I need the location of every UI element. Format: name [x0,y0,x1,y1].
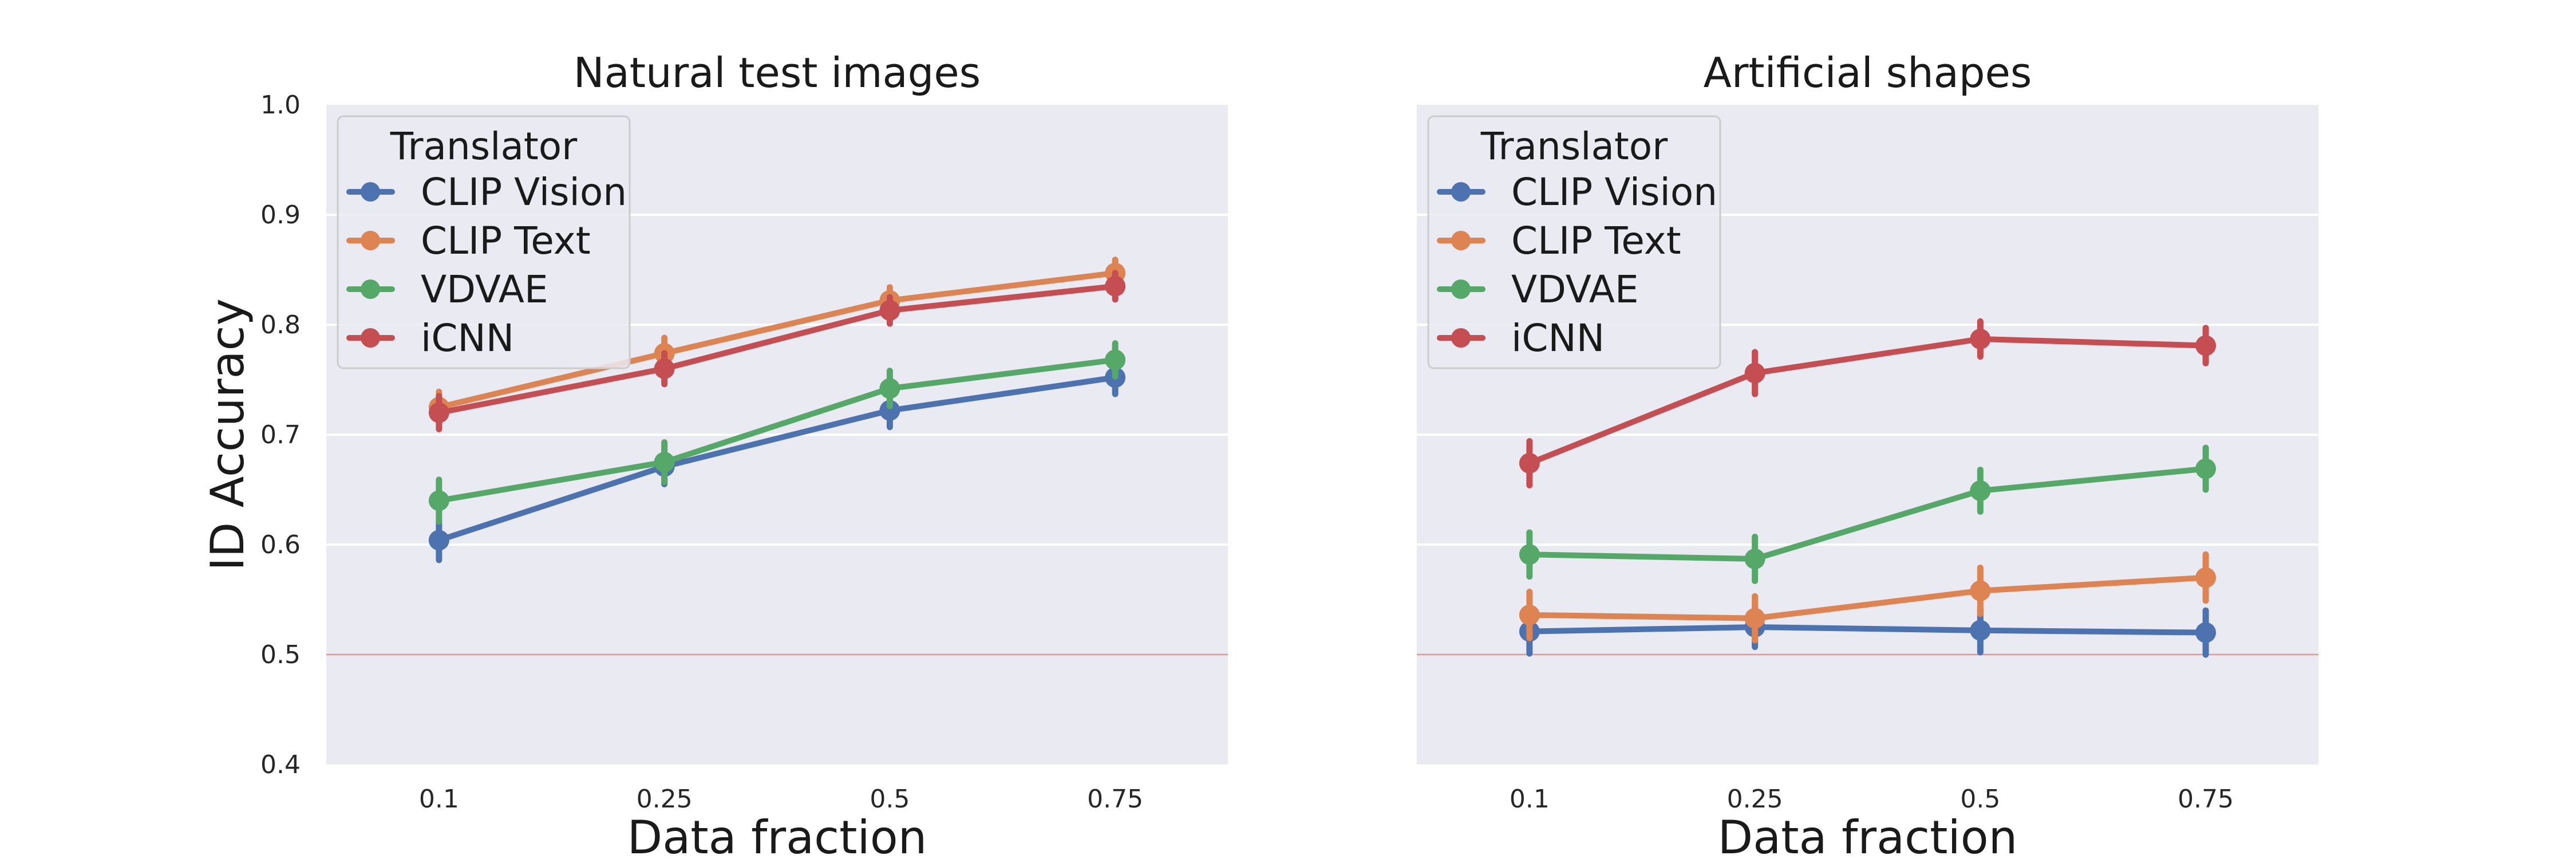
legend-label: iCNN [421,316,514,360]
x-tick-label: 0.1 [1510,785,1550,814]
x-axis-label: Data fraction [627,811,927,859]
data-point [879,400,900,421]
y-tick-label: 0.6 [260,530,301,559]
data-point [1519,544,1540,565]
data-point [428,530,449,551]
data-point [1744,548,1765,569]
series-line [1526,466,2209,562]
y-tick-label: 1.0 [260,90,301,120]
legend-label: CLIP Vision [1511,170,1717,214]
x-tick-label: 0.5 [1960,785,2000,814]
y-tick-label: 0.5 [260,640,301,669]
data-point [2195,458,2217,479]
y-tick-label: 0.4 [260,750,301,779]
series-vdvae [428,340,1126,525]
chart-title: Artificial shapes [1704,49,2032,97]
data-point [1105,275,1126,297]
data-point [2195,335,2217,356]
x-tick-label: 0.75 [1087,785,1143,814]
legend-label: CLIP Text [1511,219,1681,263]
series-icnn [428,270,1126,432]
y-axis-label: ID Accuracy [201,298,254,571]
data-point [2195,622,2217,643]
data-point [1970,328,1991,349]
legend-swatch-marker [361,182,380,202]
x-tick-label: 0.5 [870,785,910,814]
data-point [879,300,900,321]
y-tick-label: 0.9 [260,200,301,230]
series-line [436,375,1119,543]
legend-swatch-marker [1451,279,1471,299]
legend-swatch-marker [361,231,380,250]
x-tick-label: 0.1 [419,785,459,814]
legend-title: Translator [390,124,578,168]
data-point [654,452,675,472]
data-point [428,490,449,511]
legend-title: Translator [1480,124,1668,168]
y-tick-label: 0.8 [260,310,301,340]
legend-box [1427,115,1721,369]
data-point [1744,362,1765,384]
series-line [436,357,1119,504]
series-icnn [1519,318,2217,488]
series-line [436,283,1119,416]
legend-swatch-marker [361,279,380,299]
series-clip-text [1519,551,2217,644]
legend-swatch-marker [1451,231,1471,250]
x-axis-label: Data fraction [1718,811,2018,859]
data-point [1105,349,1126,371]
chart-artificial-shapes: Artificial shapes 0.1 0.25 0.5 0.75 Data frac… [1417,49,2318,859]
legend-box [337,115,631,369]
legend-swatch-marker [361,328,380,348]
data-point [1970,620,1991,641]
y-tick-label: 0.7 [260,420,301,450]
series-vdvae [1519,444,2217,584]
legend-swatch-marker [1451,328,1471,348]
x-tick-label: 0.25 [637,785,693,814]
series-line [1526,574,2209,621]
data-point [1970,580,1991,601]
legend-swatch-marker [1451,182,1471,202]
legend-label: VDVAE [1511,267,1639,312]
data-point [879,378,900,399]
legend-label: VDVAE [421,267,548,312]
chart-title: Natural test images [574,49,981,97]
data-point [654,358,675,379]
data-point [1970,480,1991,501]
legend-label: CLIP Text [421,219,591,263]
x-tick-label: 0.25 [1727,785,1783,814]
series-line [436,270,1119,410]
data-point [1519,604,1540,625]
series-line [1526,624,2209,636]
legend-label: iCNN [1511,316,1605,360]
series-line [1526,336,2209,466]
legend-label: CLIP Vision [421,170,627,214]
data-point [2195,567,2217,588]
data-point [428,402,449,423]
data-point [1744,608,1765,629]
chart-natural-test-images: Natural test images 0.1 0.25 0.5 0.75 Data fr… [201,49,1228,859]
data-point [1519,452,1540,474]
x-tick-label: 0.75 [2178,785,2234,814]
